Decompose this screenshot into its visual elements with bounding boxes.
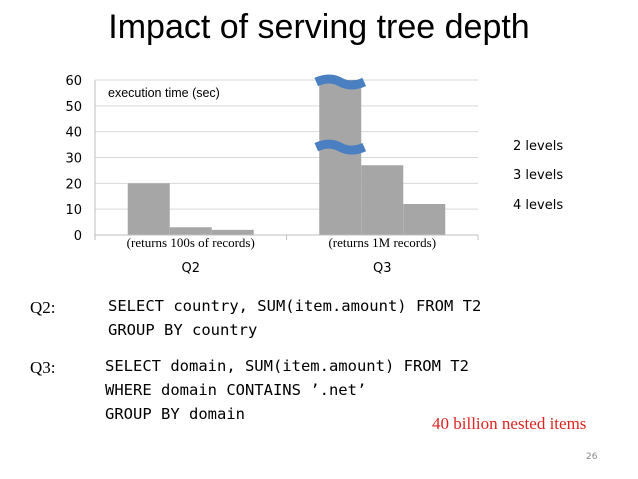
y-tick-label: 30 bbox=[65, 152, 82, 167]
y-tick-label: 20 bbox=[65, 177, 82, 192]
x-tick-label: Q2 bbox=[181, 261, 200, 276]
sql-line: SELECT domain, SUM(item.amount) FROM T2 bbox=[105, 357, 469, 375]
y-tick-label: 0 bbox=[74, 229, 82, 244]
bar-2-levels-Q2 bbox=[127, 183, 170, 235]
y-tick-label: 50 bbox=[65, 100, 82, 115]
y-tick-label: 40 bbox=[65, 126, 82, 141]
sql-line: WHERE domain CONTAINS ’.net’ bbox=[105, 381, 367, 399]
sql-line: SELECT country, SUM(item.amount) FROM T2 bbox=[108, 297, 482, 315]
slide-title: Impact of serving tree depth bbox=[108, 8, 530, 46]
axis-break-mark bbox=[314, 74, 367, 90]
bar-chart: 0 10 20 30 40 50 60 execution time (sec) (return… bbox=[65, 74, 479, 276]
query-label-q3: Q3: bbox=[30, 358, 56, 377]
bar-4-levels-Q3 bbox=[403, 204, 446, 235]
sql-query-q3: SELECT domain, SUM(item.amount) FROM T2 W… bbox=[105, 354, 469, 426]
query-label-q2: Q2: bbox=[30, 298, 56, 317]
bar-2-levels-Q3 bbox=[319, 80, 362, 235]
sql-query-q2: SELECT country, SUM(item.amount) FROM T2… bbox=[108, 294, 481, 342]
y-tick-label: 60 bbox=[65, 74, 82, 89]
page-number: 26 bbox=[586, 452, 598, 462]
legend-entry-2-levels: 2 levels bbox=[513, 139, 564, 154]
legend-entry-3-levels: 3 levels bbox=[513, 168, 564, 183]
y-axis-label: execution time (sec) bbox=[108, 86, 220, 100]
x-tick-label: Q3 bbox=[373, 261, 392, 276]
bar-3-levels-Q2 bbox=[169, 227, 212, 235]
y-tick-label: 10 bbox=[65, 203, 82, 218]
axis-break-mark bbox=[314, 139, 367, 155]
sql-line: GROUP BY domain bbox=[105, 405, 245, 423]
annotation-note: 40 billion nested items bbox=[432, 414, 587, 433]
category-annotation: (returns 1M records) bbox=[328, 235, 436, 250]
category-annotation: (returns 100s of records) bbox=[127, 235, 255, 250]
sql-line: GROUP BY country bbox=[108, 321, 258, 339]
bar-3-levels-Q3 bbox=[361, 165, 404, 235]
legend-entry-4-levels: 4 levels bbox=[513, 198, 564, 213]
bar-4-levels-Q2 bbox=[211, 229, 254, 235]
